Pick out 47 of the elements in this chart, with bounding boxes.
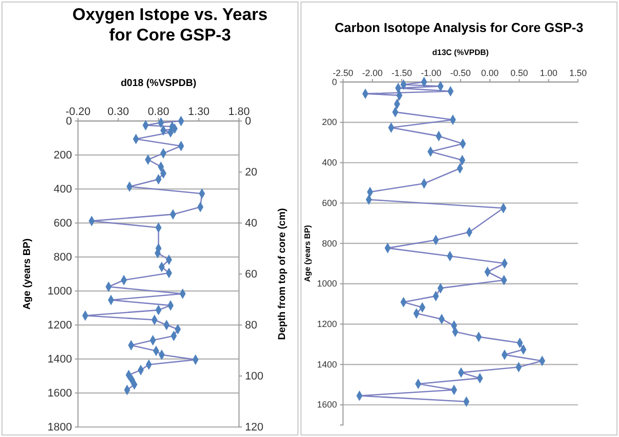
x-tick-label: -1.50 <box>391 68 412 78</box>
x-tick-label: 1.30 <box>188 106 210 118</box>
y-axis-title: Age (years BP) <box>22 238 33 310</box>
x-tick-label: 0.50 <box>510 68 528 78</box>
y2-tick-label: 60 <box>245 268 258 281</box>
chart-title: Oxygen Istope vs. Years for Core GSP-3 <box>72 5 268 44</box>
y-tick-label: 1200 <box>48 320 72 332</box>
x-tick-label: 0.30 <box>108 106 129 118</box>
y-tick-label: 600 <box>322 198 337 208</box>
x-axis-title: d018 (%VSPDB) <box>120 78 196 89</box>
chart-title: Carbon Isotope Analysis for Core GSP-3 <box>334 20 584 35</box>
y-tick-label: 1000 <box>48 286 72 298</box>
x-tick-label: -0.50 <box>450 68 471 78</box>
y-tick-label: 400 <box>322 158 337 168</box>
y-tick-label: 0 <box>332 76 337 87</box>
y-tick-label: 400 <box>54 184 72 196</box>
x-tick-label: -2.00 <box>362 68 383 78</box>
y2-tick-label: 80 <box>245 320 258 332</box>
x-tick-label: 1.80 <box>228 106 250 118</box>
y-tick-label: 800 <box>322 238 337 248</box>
y2-tick-label: 20 <box>245 166 258 179</box>
x-tick-label: -0.20 <box>65 106 91 118</box>
y-tick-label: 1800 <box>48 422 72 434</box>
y2-tick-label: 120 <box>245 422 264 434</box>
y-axis-title: Age (years BP) <box>303 224 312 282</box>
y-tick-label: 200 <box>322 117 337 128</box>
y-tick-label: 1000 <box>316 278 337 289</box>
y-tick-label: 1200 <box>316 319 337 329</box>
y2-axis-title: Depth from top of core (cm) <box>277 208 288 340</box>
y-tick-label: 1400 <box>48 354 72 366</box>
y-tick-label: 200 <box>54 150 72 162</box>
y-tick-label: 800 <box>54 252 72 264</box>
y2-tick-label: 100 <box>245 370 264 383</box>
x-tick-label: 0.00 <box>481 68 499 78</box>
y-tick-label: 1400 <box>316 359 337 370</box>
x-tick-label: -1.00 <box>420 68 442 78</box>
y2-tick-label: 40 <box>245 218 258 230</box>
y-tick-label: 1600 <box>316 400 337 410</box>
x-tick-label: 1.00 <box>540 68 558 78</box>
x-tick-label: 1.50 <box>569 68 587 78</box>
x-tick-label: 0.80 <box>148 106 170 118</box>
y2-tick-label: 0 <box>245 116 252 128</box>
x-axis-title: d13C (%VPDB) <box>432 48 490 57</box>
y-tick-label: 1600 <box>48 388 72 400</box>
y-tick-label: 600 <box>54 218 72 230</box>
y-tick-label: 0 <box>66 116 72 128</box>
x-tick-label: -2.50 <box>332 68 354 78</box>
